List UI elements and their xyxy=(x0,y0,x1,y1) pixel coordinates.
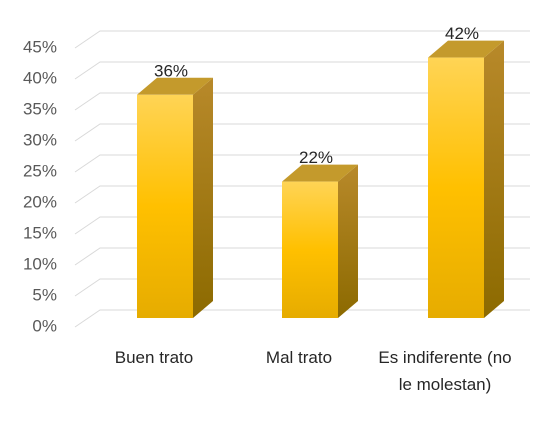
x-tick-label: Mal trato xyxy=(265,348,333,367)
grid-line xyxy=(74,278,530,297)
grid-line xyxy=(74,61,530,80)
bar-top xyxy=(282,164,358,182)
bar xyxy=(282,181,338,318)
y-tick-label: 20% xyxy=(23,192,57,211)
grid-line xyxy=(74,247,530,266)
bar-side xyxy=(338,164,358,318)
bar-top xyxy=(137,77,213,95)
y-tick-label: 5% xyxy=(32,285,57,304)
value-label: 36% xyxy=(154,61,188,80)
y-tick-label: 15% xyxy=(23,223,57,242)
y-tick-label: 0% xyxy=(32,316,57,335)
value-label: 22% xyxy=(299,148,333,167)
grid-line xyxy=(74,309,530,328)
y-tick-label: 30% xyxy=(23,130,57,149)
grid-line xyxy=(74,154,530,173)
grid-line xyxy=(74,30,530,49)
y-tick-label: 40% xyxy=(23,68,57,87)
bar-side xyxy=(484,40,504,318)
x-tick-label: Es indiferente (no le molestan) xyxy=(378,348,512,394)
y-tick-label: 45% xyxy=(23,37,57,56)
bar-top xyxy=(428,40,504,58)
y-tick-label: 35% xyxy=(23,99,57,118)
bar-side xyxy=(193,77,213,318)
grid-line xyxy=(74,185,530,204)
x-tick-label: Buen trato xyxy=(114,348,194,367)
y-tick-label: 10% xyxy=(23,254,57,273)
grid-line xyxy=(74,216,530,235)
value-label: 42% xyxy=(445,24,479,43)
y-tick-label: 25% xyxy=(23,161,57,180)
grid-line xyxy=(74,123,530,142)
grid-line xyxy=(74,92,530,111)
bar xyxy=(137,94,193,318)
bar xyxy=(428,57,484,318)
